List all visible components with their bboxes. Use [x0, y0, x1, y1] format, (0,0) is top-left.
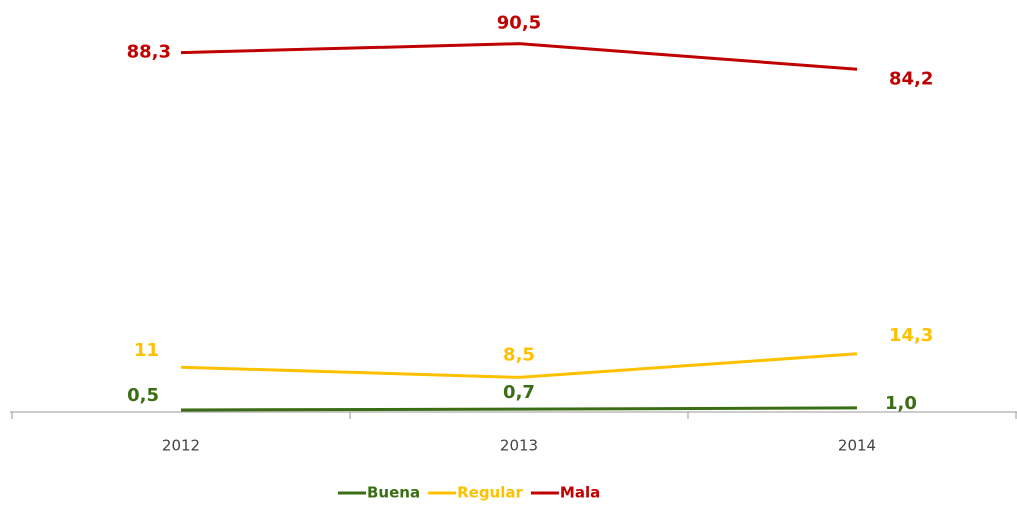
x-tick-label: 2012: [162, 437, 200, 455]
data-label: 14,3: [889, 325, 933, 346]
data-label: 1,0: [885, 393, 917, 414]
data-label: 11: [134, 340, 159, 361]
data-label: 88,3: [127, 42, 171, 63]
data-label: 0,5: [127, 385, 159, 406]
data-label: 8,5: [503, 344, 535, 365]
line-series: [180, 406, 858, 412]
data-label: 84,2: [889, 68, 933, 89]
line-series: [180, 42, 858, 71]
legend-label: Buena: [367, 484, 420, 502]
legend-label: Regular: [457, 484, 523, 502]
line-series: [180, 352, 858, 379]
x-tick-label: 2014: [838, 437, 876, 455]
x-tick-label: 2013: [500, 437, 538, 455]
data-label: 0,7: [503, 382, 535, 403]
legend-label: Mala: [560, 484, 600, 502]
data-label: 90,5: [497, 13, 541, 34]
